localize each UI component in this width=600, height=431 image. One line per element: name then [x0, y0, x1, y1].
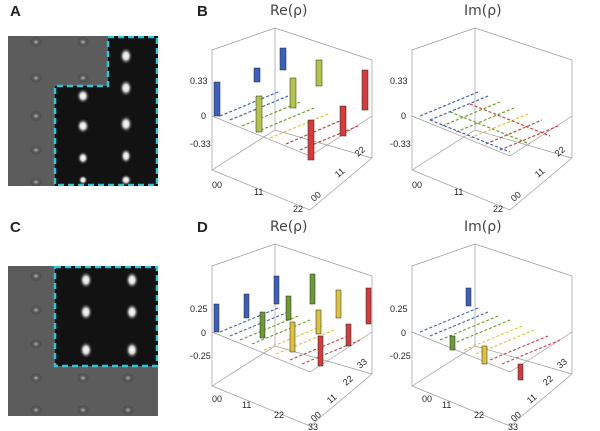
- tick-d-im-x4: 33: [508, 422, 518, 431]
- tick-d-re-y4: 00: [309, 409, 323, 423]
- bar-b-re-2: [253, 67, 261, 83]
- tick-b-im-x2: 11: [454, 187, 463, 197]
- title-d-re: Re(ρ): [270, 219, 308, 235]
- tick-b-re-z3: −0.33: [190, 139, 211, 149]
- tick-d-re-z1: 0.25: [190, 304, 208, 314]
- tick-b-re-y1: 22: [353, 144, 367, 158]
- panel-label-a: A: [10, 3, 21, 20]
- bar-d-im-4: [517, 363, 524, 381]
- bar-d-re-9: [335, 289, 342, 319]
- bar-d-im-3: [481, 345, 488, 365]
- tick-d-im-z3: −0.25: [390, 351, 411, 361]
- panel-label-b: B: [197, 3, 208, 20]
- tick-d-re-x4: 33: [308, 422, 318, 431]
- title-b-re: Re(ρ): [270, 3, 308, 19]
- tick-d-re-z3: −0.25: [190, 351, 211, 361]
- tick-d-im-y1: 33: [555, 356, 569, 370]
- tick-d-re-y1: 33: [355, 356, 369, 370]
- bar-b-re-3: [279, 47, 287, 71]
- chart-b-re: 0.33 0 −0.33 00 11 22 22 11 00: [190, 27, 373, 214]
- bar-d-re-10: [317, 335, 324, 367]
- tick-b-im-x1: 00: [412, 180, 422, 190]
- panel-a-atom-image: [8, 36, 158, 186]
- tick-b-re-z2: 0: [201, 111, 206, 121]
- tick-d-re-z2: 0: [201, 328, 206, 338]
- panel-label-d: D: [197, 219, 208, 236]
- tick-d-im-x2: 11: [442, 400, 451, 410]
- tick-d-im-y2: 22: [541, 373, 555, 387]
- title-b-im: Im(ρ): [464, 3, 502, 19]
- bar-b-re-7: [307, 119, 315, 161]
- tick-b-re-x2: 11: [254, 187, 263, 197]
- tick-b-im-z1: 0.33: [390, 76, 408, 86]
- bar-d-re-5: [285, 295, 292, 321]
- tick-b-re-x3: 22: [293, 204, 303, 214]
- tick-d-im-x1: 00: [422, 394, 432, 404]
- tick-d-re-x3: 22: [274, 410, 284, 420]
- bar-d-re-6: [309, 273, 316, 305]
- panel-label-c: C: [10, 219, 21, 236]
- chart-d-re: 0.25 0 −0.25 00 11 22 33 33 22 11 00: [190, 243, 373, 431]
- tick-b-im-z3: −0.33: [390, 139, 411, 149]
- bar-d-re-8: [315, 309, 322, 335]
- tick-b-im-y1: 22: [553, 144, 567, 158]
- tick-d-re-x1: 00: [212, 394, 222, 404]
- tick-b-im-x3: 22: [493, 204, 503, 214]
- tick-b-re-x1: 00: [212, 180, 222, 190]
- tick-d-im-z1: 0.25: [390, 304, 408, 314]
- bar-d-im-2: [449, 335, 456, 351]
- title-d-im: Im(ρ): [464, 219, 502, 235]
- tick-d-im-z2: 0: [401, 328, 406, 338]
- tick-d-re-y2: 22: [341, 373, 355, 387]
- bar-d-im-1: [465, 287, 472, 307]
- bar-d-re-1: [213, 303, 220, 333]
- bar-d-re-3: [273, 275, 280, 305]
- bar-b-re-9: [361, 69, 369, 111]
- bar-d-re-12: [365, 287, 372, 325]
- tick-b-im-y3: 00: [509, 189, 523, 203]
- tick-b-re-y2: 11: [333, 166, 347, 180]
- bar-b-re-8: [339, 105, 347, 137]
- bar-b-re-4: [255, 95, 263, 133]
- bar-b-re-6: [315, 59, 323, 87]
- tick-d-re-x2: 11: [242, 400, 251, 410]
- panel-c-atom-image: [8, 266, 158, 416]
- bar-d-re-4: [259, 311, 266, 339]
- tick-b-re-y3: 00: [309, 189, 323, 203]
- tick-d-im-y4: 00: [509, 409, 523, 423]
- chart-d-im: 0.25 0 −0.25 00 11 22 33 33 22 11 00: [390, 243, 573, 431]
- tick-b-im-y2: 11: [533, 166, 547, 180]
- bar-d-re-7: [289, 321, 296, 353]
- bar-b-re-1: [213, 81, 221, 117]
- bar-b-re-5: [289, 77, 297, 109]
- tick-b-im-z2: 0: [401, 111, 406, 121]
- bar-d-re-2: [243, 293, 250, 319]
- tick-d-im-x3: 22: [474, 410, 484, 420]
- tick-b-re-z1: 0.33: [190, 76, 208, 86]
- chart-b-im: 0.33 0 −0.33 00 11 22 22 11 00: [390, 27, 573, 214]
- bar-d-re-11: [345, 323, 352, 347]
